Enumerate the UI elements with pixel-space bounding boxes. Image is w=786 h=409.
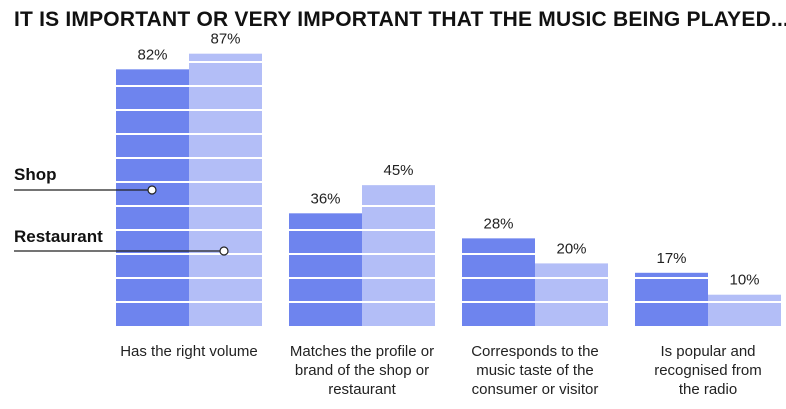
value-label-restaurant-1: 87% — [210, 31, 240, 48]
value-label-restaurant-4: 10% — [729, 272, 759, 289]
category-label: Is popular and — [660, 343, 755, 360]
value-label-restaurant-3: 20% — [556, 240, 586, 257]
bar-shop-1 — [116, 69, 189, 326]
value-label-shop-2: 36% — [310, 190, 340, 207]
value-label-restaurant-2: 45% — [383, 162, 413, 179]
category-label: Has the right volume — [120, 343, 258, 360]
bar-shop-2 — [289, 213, 362, 326]
bar-shop-4 — [635, 272, 708, 326]
category-label: consumer or visitor — [472, 381, 599, 398]
category-label: recognised from — [654, 362, 762, 379]
category-label: music taste of the — [476, 362, 594, 379]
value-label-shop-1: 82% — [137, 46, 167, 63]
bar-restaurant-1 — [189, 53, 262, 326]
legend-label-restaurant: Restaurant — [14, 227, 103, 246]
value-label-shop-3: 28% — [483, 215, 513, 232]
legend-label-shop: Shop — [14, 165, 57, 184]
value-label-shop-4: 17% — [656, 250, 686, 267]
category-label: Matches the profile or — [290, 343, 434, 360]
bar-shop-3 — [462, 238, 535, 326]
category-label: Corresponds to the — [471, 343, 599, 360]
category-label: restaurant — [328, 381, 396, 398]
leader-shop-marker — [147, 185, 157, 195]
bar-restaurant-4 — [708, 294, 781, 326]
chart-title: IT IS IMPORTANT OR VERY IMPORTANT THAT T… — [14, 8, 786, 31]
category-label: brand of the shop or — [295, 362, 429, 379]
bar-restaurant-3 — [535, 263, 608, 326]
category-label: the radio — [679, 381, 737, 398]
leader-restaurant-marker — [219, 246, 229, 256]
